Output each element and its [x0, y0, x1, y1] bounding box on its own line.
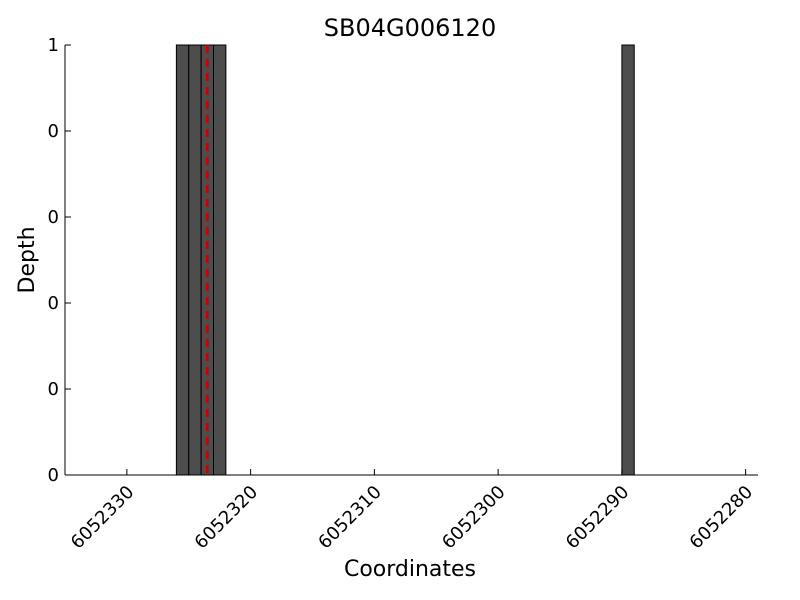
y-tick-label: 1	[48, 35, 59, 56]
x-tick-label: 6052320	[191, 482, 263, 554]
y-tick-label: 0	[48, 465, 59, 486]
x-tick-label: 6052290	[562, 482, 634, 554]
bar	[175, 44, 190, 476]
x-tick-label: 6052300	[438, 482, 510, 554]
y-tick-label: 0	[48, 379, 59, 400]
y-tick-label: 0	[48, 207, 59, 228]
x-tick-label: 6052310	[314, 482, 386, 554]
bar	[188, 44, 202, 476]
chart-title: SB04G006120	[324, 14, 496, 42]
y-tick-label: 0	[48, 121, 59, 142]
bar	[621, 44, 635, 476]
x-axis-label: Coordinates	[344, 557, 476, 582]
bar	[213, 44, 227, 476]
x-tick-label: 6052330	[67, 482, 139, 554]
y-tick-label: 0	[48, 293, 59, 314]
x-tick-label: 6052280	[686, 482, 758, 554]
y-axis-label: Depth	[15, 226, 40, 293]
